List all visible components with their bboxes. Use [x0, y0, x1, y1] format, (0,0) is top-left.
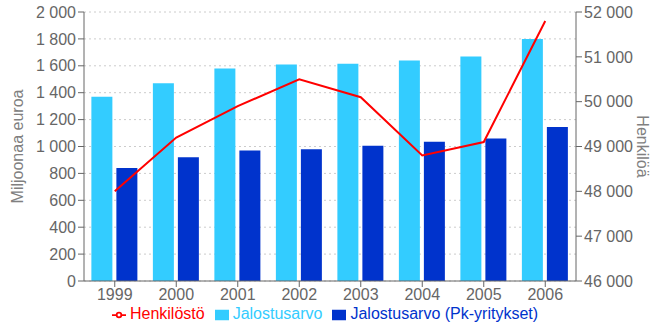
svg-text:50 000: 50 000 — [584, 93, 633, 110]
svg-text:400: 400 — [49, 219, 76, 236]
svg-text:2005: 2005 — [466, 286, 502, 303]
svg-text:51 000: 51 000 — [584, 49, 633, 66]
svg-text:2002: 2002 — [281, 286, 317, 303]
svg-text:200: 200 — [49, 246, 76, 263]
html-text:Henkilöstö: Henkilöstö — [129, 305, 205, 322]
svg-text:Miljoonaa euroa: Miljoonaa euroa — [9, 89, 26, 203]
svg-text:46 000: 46 000 — [584, 273, 633, 290]
svg-text:2001: 2001 — [220, 286, 256, 303]
svg-text:49 000: 49 000 — [584, 138, 633, 155]
svg-text:2 000: 2 000 — [36, 4, 76, 21]
svg-text:2006: 2006 — [527, 286, 563, 303]
svg-text:2003: 2003 — [343, 286, 379, 303]
svg-text:1 400: 1 400 — [36, 84, 76, 101]
svg-text:47 000: 47 000 — [584, 228, 633, 245]
svg-text:800: 800 — [49, 165, 76, 182]
svg-text:600: 600 — [49, 192, 76, 209]
svg-text:48 000: 48 000 — [584, 183, 633, 200]
svg-text:0: 0 — [67, 273, 76, 290]
svg-text:1 800: 1 800 — [36, 31, 76, 48]
svg-text:1 200: 1 200 — [36, 111, 76, 128]
svg-text:1999: 1999 — [97, 286, 133, 303]
html-text:Jalostusarvo (Pk-yritykset): Jalostusarvo (Pk-yritykset) — [350, 305, 539, 322]
svg-text:2004: 2004 — [404, 286, 440, 303]
svg-text:52 000: 52 000 — [584, 4, 633, 21]
html-text:Jalostusarvo: Jalostusarvo — [232, 305, 323, 322]
svg-text:Henkilöä: Henkilöä — [634, 115, 651, 177]
svg-text:1 600: 1 600 — [36, 57, 76, 74]
svg-text:2000: 2000 — [158, 286, 194, 303]
svg-text:1 000: 1 000 — [36, 138, 76, 155]
